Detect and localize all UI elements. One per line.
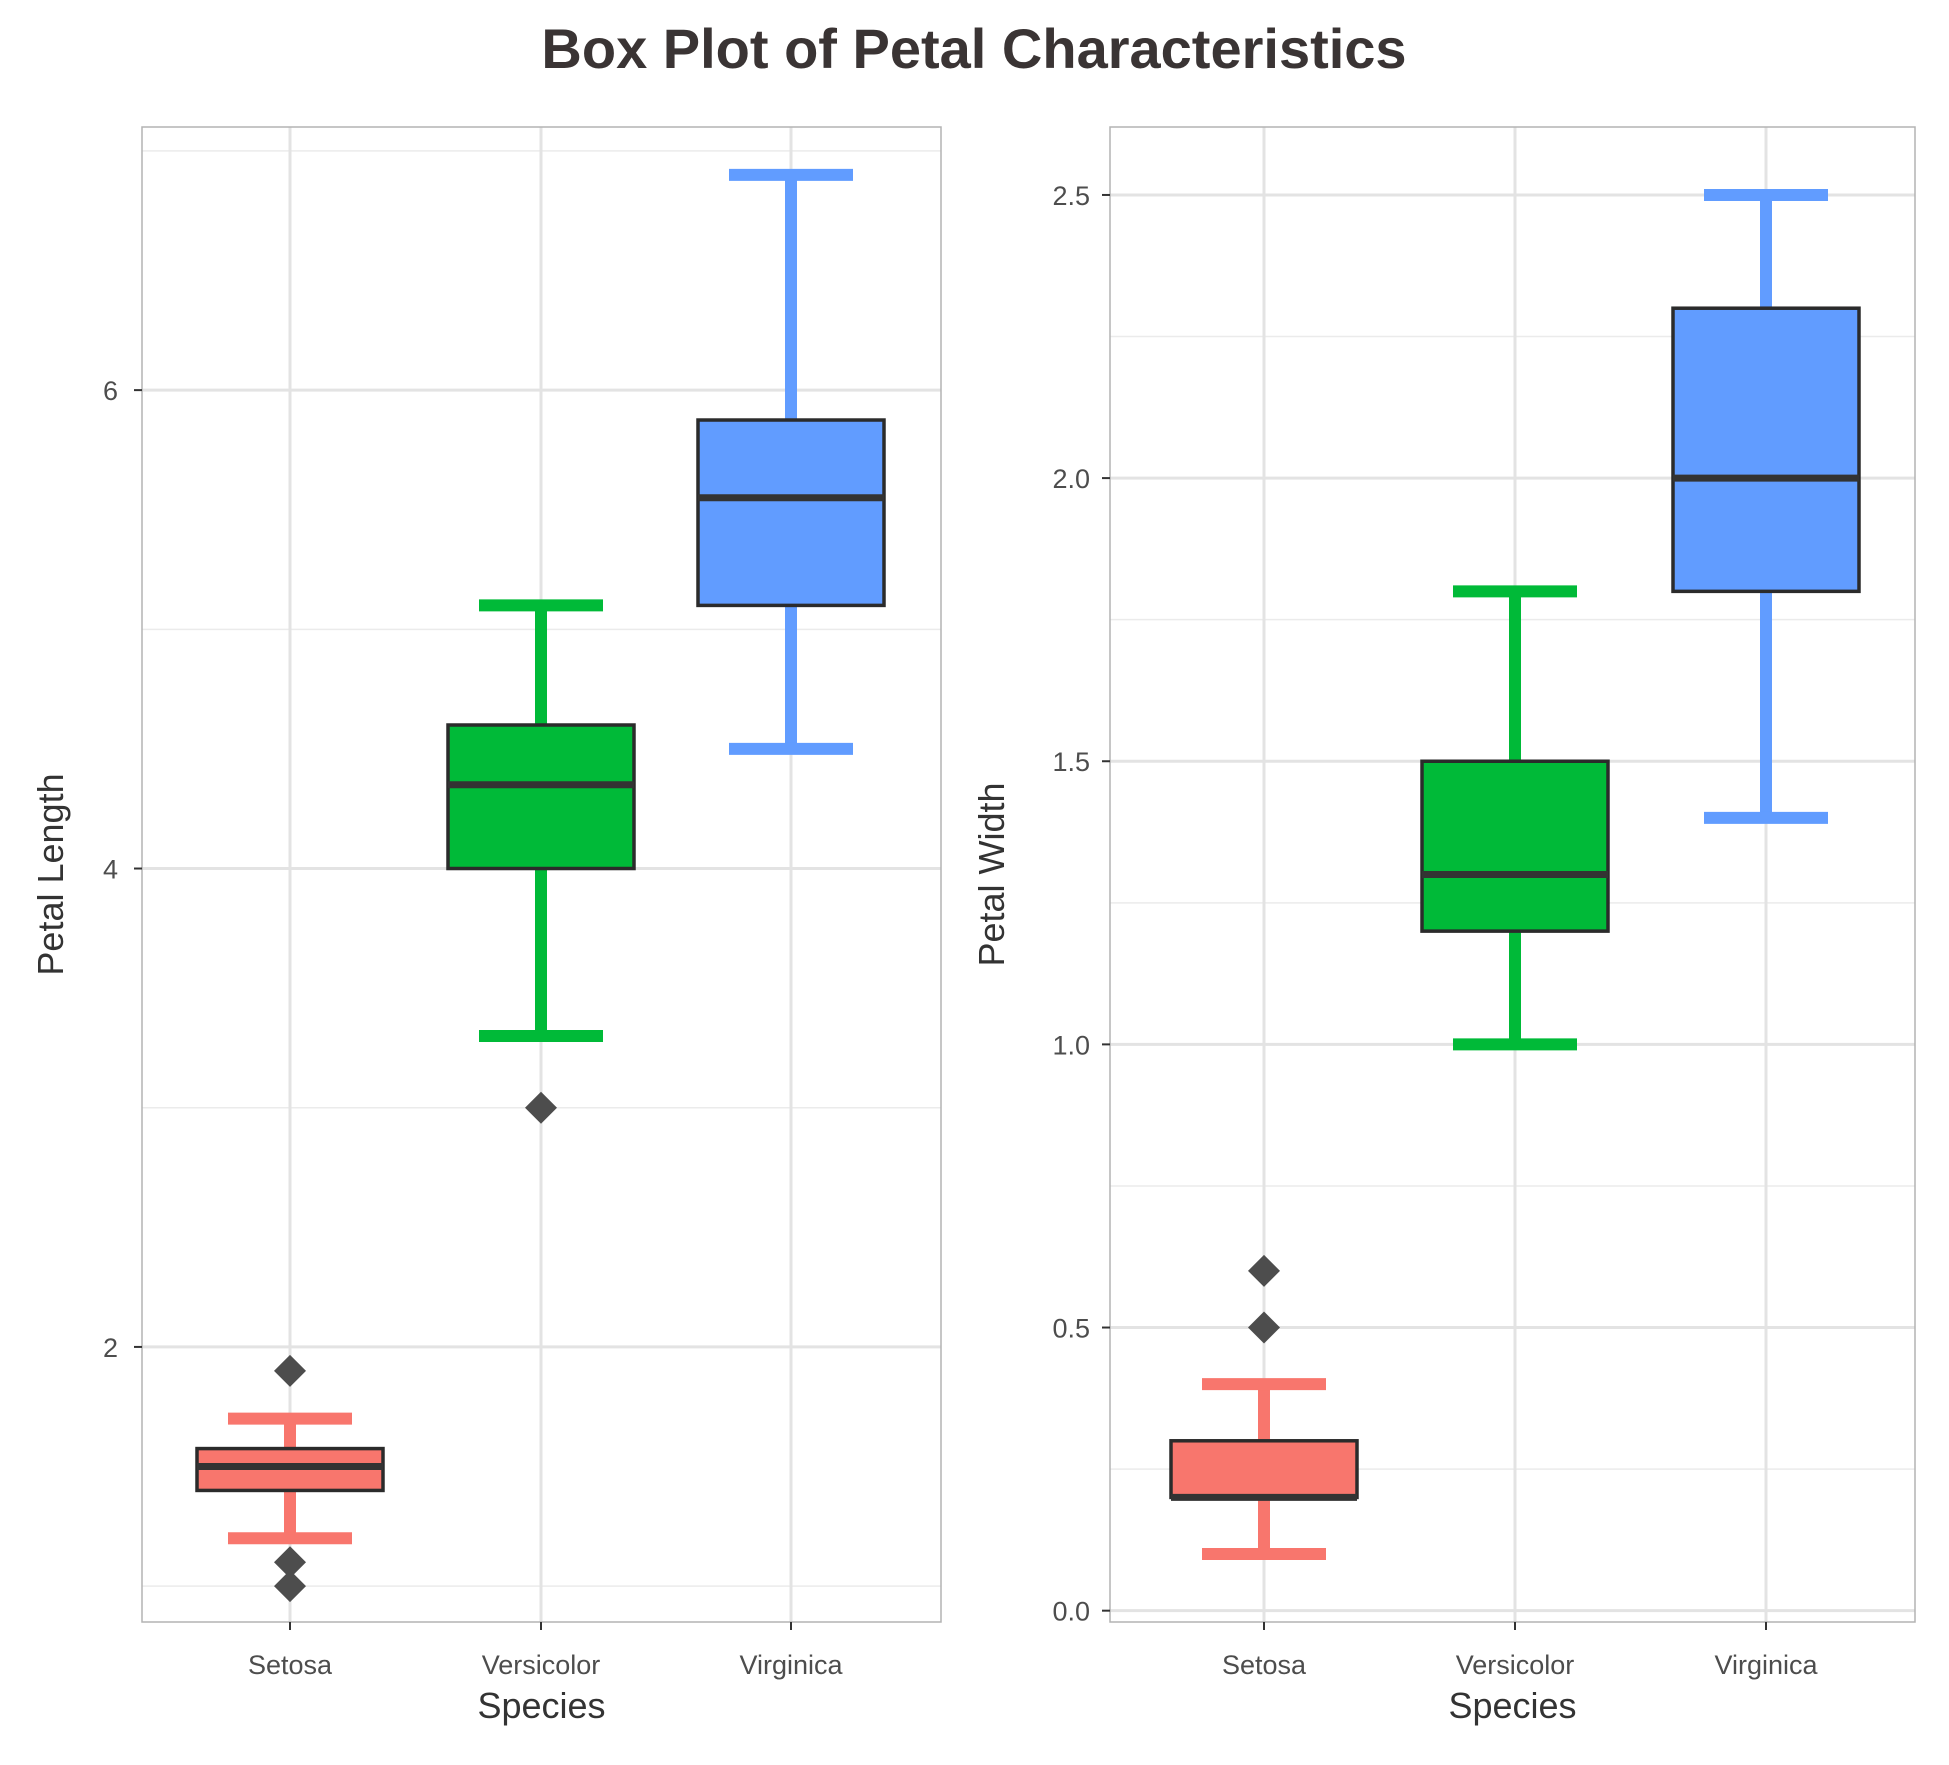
- iqr-box: [1420, 759, 1610, 933]
- petal-width-panel: 0.0 0.5 1.0 1.5 2.0 2.5 Setosa Versicolor Virgin…: [971, 126, 1916, 1726]
- x-tick-label: Versicolor: [1456, 1650, 1575, 1680]
- x-tick-label: Versicolor: [482, 1650, 601, 1680]
- iqr-box: [696, 418, 886, 608]
- outlier-point: [274, 1354, 306, 1387]
- chart-title: Box Plot of Petal Characteristics: [541, 17, 1406, 80]
- outlier-point: [1248, 1254, 1280, 1287]
- petal-length-panel: 2 4 6 Setosa Versicolor Virginica Species Petal…: [30, 126, 942, 1726]
- y-tick-label: 1.5: [1052, 747, 1090, 777]
- petal-width-box-virginica: [1671, 188, 1861, 824]
- petal-length-box-setosa: [195, 1354, 385, 1603]
- outlier-point: [525, 1091, 557, 1124]
- petal-width-box-setosa: [1169, 1254, 1359, 1561]
- y-tick-label: 0.5: [1052, 1314, 1090, 1344]
- y-tick-label: 2: [103, 1333, 118, 1363]
- x-tick-label: Setosa: [1222, 1650, 1307, 1680]
- x-axis-title: Species: [1448, 1685, 1576, 1726]
- petal-width-box-versicolor: [1420, 585, 1610, 1051]
- y-axis-title: Petal Length: [30, 773, 71, 975]
- iqr-box: [446, 723, 636, 871]
- petal-length-box-versicolor: [446, 599, 636, 1124]
- y-axis-title: Petal Width: [971, 782, 1012, 966]
- y-tick-label: 1.0: [1052, 1030, 1090, 1060]
- y-tick-label: 2.0: [1052, 464, 1090, 494]
- outlier-point: [274, 1570, 306, 1603]
- x-axis-title: Species: [477, 1685, 605, 1726]
- iqr-box: [1671, 306, 1861, 594]
- outlier-point: [274, 1546, 306, 1579]
- y-tick-label: 0.0: [1052, 1597, 1090, 1627]
- y-tick-label: 2.5: [1052, 181, 1090, 211]
- panel-border: [1109, 126, 1916, 1623]
- outlier-point: [1248, 1311, 1280, 1344]
- iqr-box: [1169, 1439, 1359, 1500]
- x-tick-label: Virginica: [739, 1650, 843, 1680]
- x-tick-label: Virginica: [1714, 1650, 1818, 1680]
- x-tick-label: Setosa: [248, 1650, 333, 1680]
- petal-length-box-virginica: [696, 168, 886, 755]
- y-tick-label: 4: [103, 855, 118, 885]
- y-tick-label: 6: [103, 376, 118, 406]
